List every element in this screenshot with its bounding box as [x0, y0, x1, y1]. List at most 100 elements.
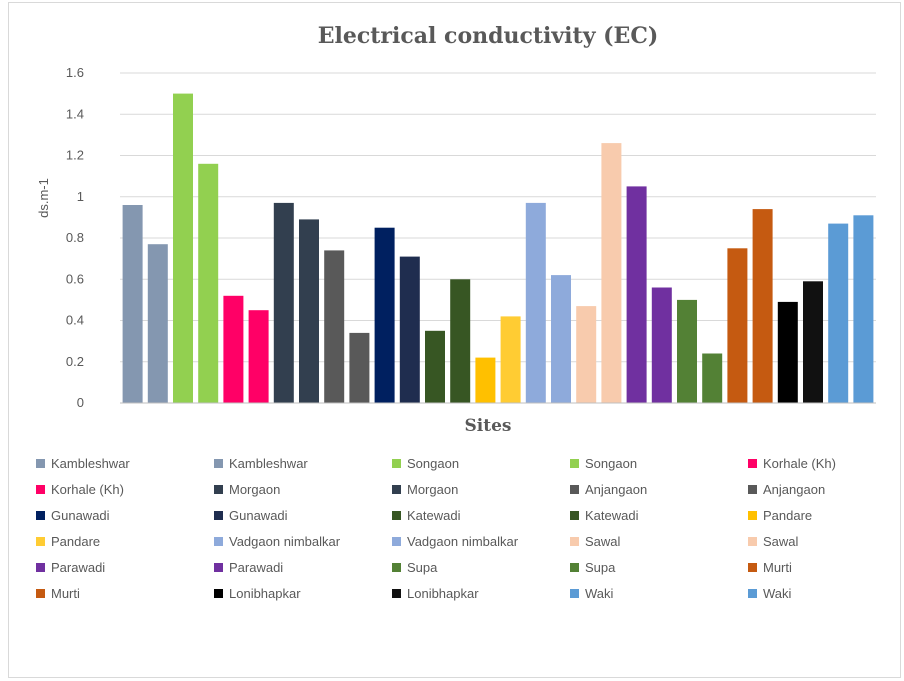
legend-label: Korhale (Kh) — [763, 456, 836, 471]
legend-label: Katewadi — [407, 508, 461, 523]
legend-label: Murti — [763, 560, 792, 575]
legend-label: Waki — [763, 586, 792, 601]
x-axis-label: Sites — [465, 416, 512, 436]
legend-swatch — [748, 537, 757, 546]
legend-swatch — [570, 485, 579, 494]
bar — [576, 306, 597, 403]
bar — [752, 209, 773, 403]
bar — [122, 205, 143, 403]
legend-label: Anjangaon — [585, 482, 647, 497]
y-tick-label: 1.4 — [66, 106, 84, 121]
legend-label: Waki — [585, 586, 614, 601]
bar — [626, 186, 647, 403]
legend-swatch — [36, 485, 45, 494]
legend-swatch — [570, 511, 579, 520]
bar — [853, 215, 874, 403]
bar — [349, 332, 370, 403]
bar — [500, 316, 521, 403]
legend-swatch — [214, 511, 223, 520]
bar — [198, 163, 219, 403]
legend-swatch — [392, 459, 401, 468]
bar — [374, 227, 395, 403]
bar — [450, 279, 471, 404]
legend-swatch — [214, 537, 223, 546]
legend-swatch — [748, 485, 757, 494]
legend-swatch — [392, 511, 401, 520]
legend-label: Sawal — [763, 534, 799, 549]
legend-label: Pandare — [763, 508, 812, 523]
legend-label: Supa — [407, 560, 438, 575]
legend-label: Katewadi — [585, 508, 639, 523]
legend-swatch — [570, 589, 579, 598]
legend-swatch — [570, 537, 579, 546]
legend-label: Vadgaon nimbalkar — [229, 534, 341, 549]
legend-swatch — [392, 563, 401, 572]
bar — [828, 223, 849, 403]
legend-label: Supa — [585, 560, 616, 575]
bar — [173, 93, 193, 403]
bars — [122, 93, 874, 404]
legend-label: Murti — [51, 586, 80, 601]
legend-swatch — [214, 589, 223, 598]
legend-label: Gunawadi — [51, 508, 110, 523]
legend-label: Parawadi — [229, 560, 283, 575]
legend-swatch — [748, 589, 757, 598]
legend-swatch — [214, 563, 223, 572]
bar — [399, 256, 420, 403]
bar — [147, 244, 168, 403]
legend-label: Morgaon — [407, 482, 458, 497]
bar — [551, 275, 571, 403]
bar — [248, 310, 269, 403]
legend-swatch — [392, 485, 401, 494]
legend-swatch — [570, 459, 579, 468]
bar — [299, 219, 319, 403]
legend-swatch — [748, 459, 757, 468]
bar — [525, 202, 546, 403]
bar — [777, 301, 798, 403]
bar — [223, 295, 244, 404]
legend: Kambleshwar Kambleshwar Songaon Songaon Korh… — [36, 456, 836, 601]
legend-swatch — [392, 589, 401, 598]
y-tick-label: 1 — [77, 189, 84, 204]
legend-swatch — [392, 537, 401, 546]
y-tick-label: 0.6 — [66, 271, 84, 286]
legend-label: Sawal — [585, 534, 621, 549]
y-tick-label: 0.4 — [66, 313, 84, 328]
legend-swatch — [748, 563, 757, 572]
legend-label: Songaon — [585, 456, 637, 471]
y-tick-label: 1.2 — [66, 148, 84, 163]
y-tick-label: 0.8 — [66, 230, 84, 245]
y-tick-label: 0 — [77, 395, 84, 410]
legend-label: Pandare — [51, 534, 100, 549]
legend-label: Kambleshwar — [51, 456, 130, 471]
bar — [475, 357, 496, 403]
legend-label: Lonibhapkar — [229, 586, 301, 601]
bar — [677, 299, 697, 403]
y-tick-labels: 0 0.2 0.4 0.6 0.8 1 1.2 1.4 1.6 — [66, 65, 84, 410]
legend-label: Morgaon — [229, 482, 280, 497]
bar — [702, 353, 723, 403]
legend-swatch — [36, 589, 45, 598]
legend-swatch — [570, 563, 579, 572]
bar — [651, 287, 672, 403]
bar — [324, 250, 345, 403]
legend-label: Gunawadi — [229, 508, 288, 523]
legend-swatch — [748, 511, 757, 520]
legend-swatch — [214, 485, 223, 494]
legend-swatch — [36, 563, 45, 572]
legend-label: Lonibhapkar — [407, 586, 479, 601]
y-axis-label: ds.m-1 — [36, 178, 51, 218]
gridlines — [120, 72, 876, 363]
legend-label: Anjangaon — [763, 482, 825, 497]
bar — [425, 330, 445, 403]
y-tick-label: 1.6 — [66, 65, 84, 80]
y-tick-label: 0.2 — [66, 354, 84, 369]
bar — [727, 248, 748, 403]
legend-label: Songaon — [407, 456, 459, 471]
legend-label: Vadgaon nimbalkar — [407, 534, 519, 549]
bar — [803, 281, 823, 403]
legend-swatch — [36, 537, 45, 546]
legend-swatch — [36, 511, 45, 520]
legend-swatch — [36, 459, 45, 468]
